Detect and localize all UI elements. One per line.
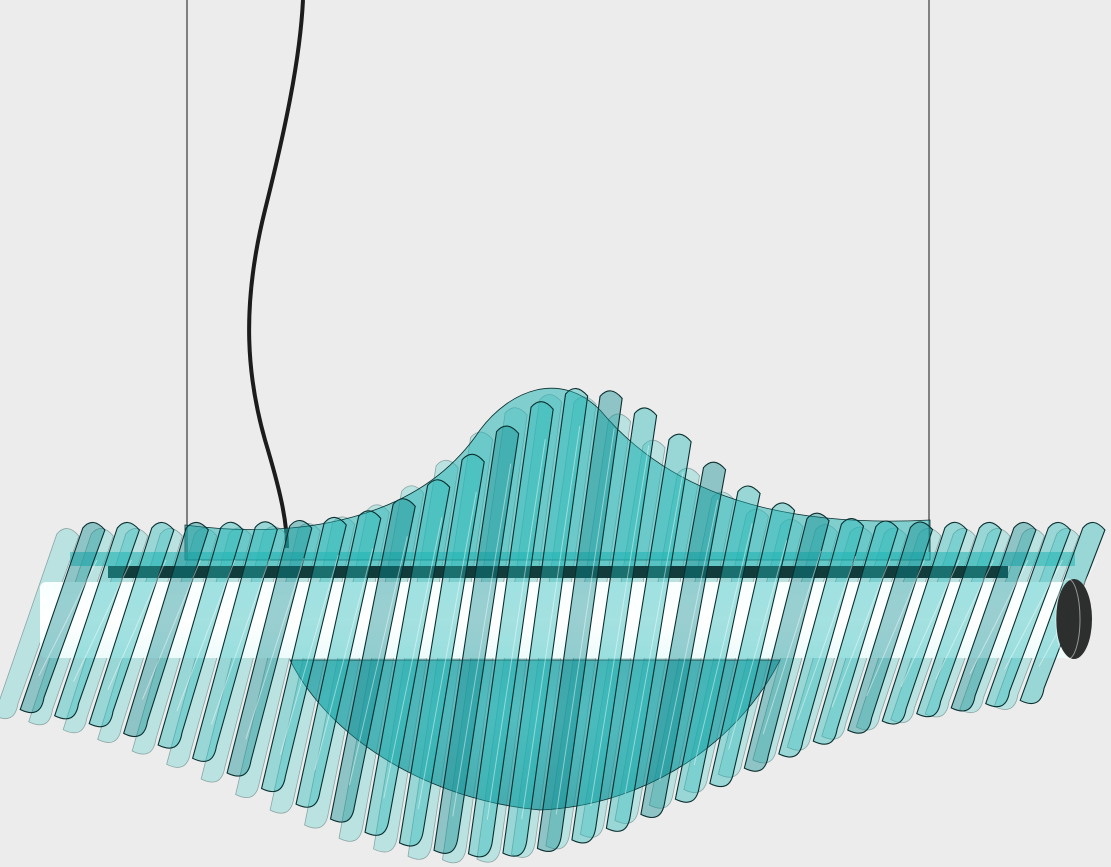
fin-highlight	[590, 445, 650, 806]
fin-highlight	[348, 536, 408, 786]
fin-highlight	[728, 540, 788, 750]
lamp-fin	[502, 387, 589, 857]
lamp-fin	[640, 461, 727, 818]
fin-highlight	[210, 559, 270, 725]
fin-highlight	[279, 554, 339, 755]
lamp-fin	[605, 433, 692, 832]
lamp-fin	[329, 498, 416, 823]
fin-highlight	[1004, 559, 1063, 670]
fin-highlight	[762, 550, 822, 735]
lamp-fin	[709, 502, 796, 788]
fin-highlight	[555, 428, 615, 815]
fin-highlight	[176, 559, 236, 712]
fin-array-front	[19, 387, 1106, 858]
lamp-fin-back	[0, 528, 80, 719]
lamp-fin	[916, 521, 1003, 718]
fin-highlight	[314, 548, 374, 771]
lamp-fin	[881, 521, 968, 725]
tube-end-cap	[1056, 579, 1092, 659]
lamp-fin	[295, 510, 382, 808]
lamp-fin	[122, 521, 209, 737]
lamp-fin	[54, 521, 141, 720]
mounting-rail	[108, 566, 1008, 578]
lamp-fin	[950, 521, 1037, 712]
fin-highlight	[831, 558, 891, 708]
bottom-bowl	[289, 659, 781, 811]
fin-highlight	[486, 439, 546, 820]
fin-highlight	[107, 559, 167, 690]
fin-highlight	[969, 559, 1029, 675]
lamp-fin	[157, 521, 244, 749]
lamp-fin	[433, 425, 520, 854]
fin-highlight	[417, 491, 477, 810]
fin-highlight	[659, 499, 719, 781]
lamp-fin	[467, 401, 554, 858]
fin-highlight	[693, 523, 753, 766]
lamp-fin	[226, 519, 313, 777]
fin-highlight	[624, 471, 684, 795]
lamp-fin	[985, 521, 1072, 708]
lamp-fin	[398, 453, 485, 847]
fin-highlight	[38, 559, 98, 676]
lamp-fin	[364, 479, 451, 836]
lamp-fin	[571, 407, 658, 844]
lamp-fin	[674, 485, 761, 803]
fin-highlight	[521, 425, 581, 820]
fin-highlight	[73, 559, 132, 682]
fin-highlight	[245, 557, 305, 740]
lamp-fin	[191, 521, 278, 762]
tube-end-cap-rim	[1055, 578, 1081, 660]
fin-highlight	[866, 559, 926, 697]
lamp-fin	[19, 521, 106, 714]
power-cable	[247, 0, 305, 549]
lamp-fin	[88, 521, 175, 728]
fin-highlight	[797, 555, 857, 721]
fin-highlight	[141, 559, 201, 700]
lamp-fin	[812, 520, 899, 745]
fin-highlight	[935, 559, 995, 680]
lamp-fin	[536, 390, 623, 852]
lamp-fin	[743, 512, 830, 772]
fin-highlight	[383, 517, 443, 799]
lamp-fin	[778, 518, 865, 758]
lamp-fin	[260, 516, 347, 793]
central-dome	[184, 387, 931, 561]
fin-highlight	[900, 559, 960, 688]
lamp-fin	[847, 521, 934, 734]
rail-upper-strip	[70, 552, 1075, 566]
fin-highlight	[452, 463, 512, 817]
